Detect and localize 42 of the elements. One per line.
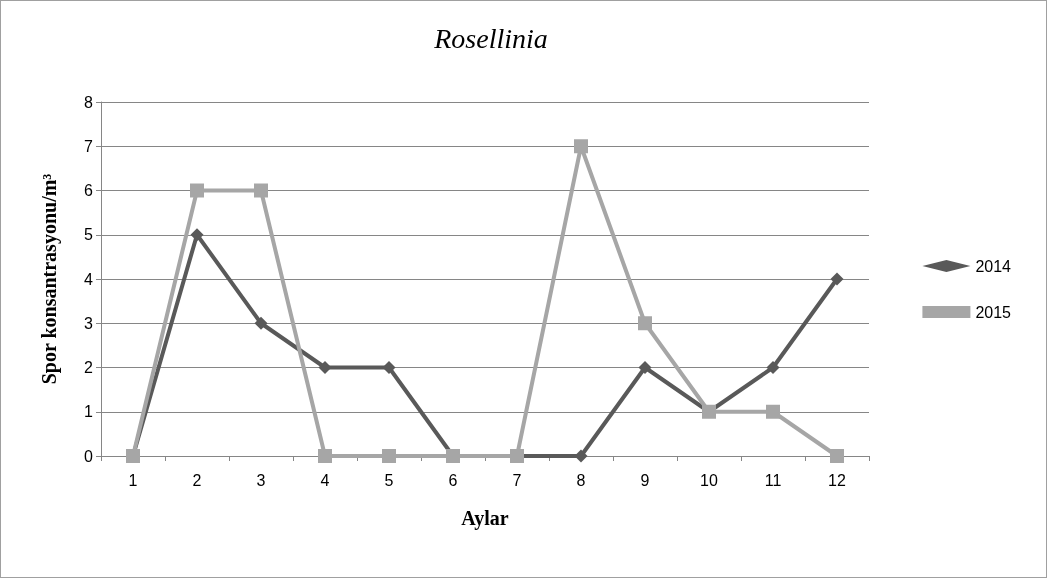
y-tick-label: 6 xyxy=(84,182,94,199)
x-tick-label: 10 xyxy=(700,471,718,489)
y-tick-label: 1 xyxy=(84,403,94,421)
point xyxy=(382,449,396,463)
y-tick-label: 8 xyxy=(84,93,94,111)
y-tick-label: 2 xyxy=(84,359,94,376)
legend-label: 2015 xyxy=(975,303,1012,321)
chart-title: Rosellinia xyxy=(433,22,548,54)
x-tick-label: 12 xyxy=(828,471,846,489)
x-tick-label: 5 xyxy=(384,471,394,489)
point xyxy=(190,228,204,242)
legend-label: 2014 xyxy=(975,257,1012,275)
x-tick-label: 11 xyxy=(764,471,782,489)
x-axis-title: Aylar xyxy=(461,507,509,530)
point xyxy=(574,449,588,463)
point xyxy=(254,183,268,198)
x-tick-label: 2 xyxy=(192,471,202,489)
y-tick-label: 5 xyxy=(84,226,94,244)
x-tick-label: 6 xyxy=(448,471,458,489)
y-tick-label: 4 xyxy=(84,270,94,288)
y-axis-title: Spor konsantrasyonu/m³ xyxy=(38,173,61,385)
point xyxy=(830,272,844,286)
point xyxy=(382,361,396,374)
point xyxy=(318,449,332,463)
point xyxy=(574,139,588,154)
x-tick-label: 9 xyxy=(640,471,650,489)
x-tick-label: 7 xyxy=(512,471,522,489)
x-tick-label: 8 xyxy=(576,471,586,489)
point xyxy=(830,449,844,463)
point xyxy=(190,183,204,198)
point xyxy=(638,316,652,331)
y-tick-label: 3 xyxy=(84,314,94,332)
point xyxy=(766,361,780,374)
y-tick-label: 0 xyxy=(84,447,94,465)
point xyxy=(254,316,268,330)
y-tick-label: 7 xyxy=(84,137,94,155)
x-tick-label: 4 xyxy=(320,471,330,489)
x-tick-label: 1 xyxy=(128,471,138,489)
point xyxy=(766,404,780,419)
x-tick-label: 3 xyxy=(256,471,266,489)
point xyxy=(318,361,332,374)
point xyxy=(638,361,652,374)
